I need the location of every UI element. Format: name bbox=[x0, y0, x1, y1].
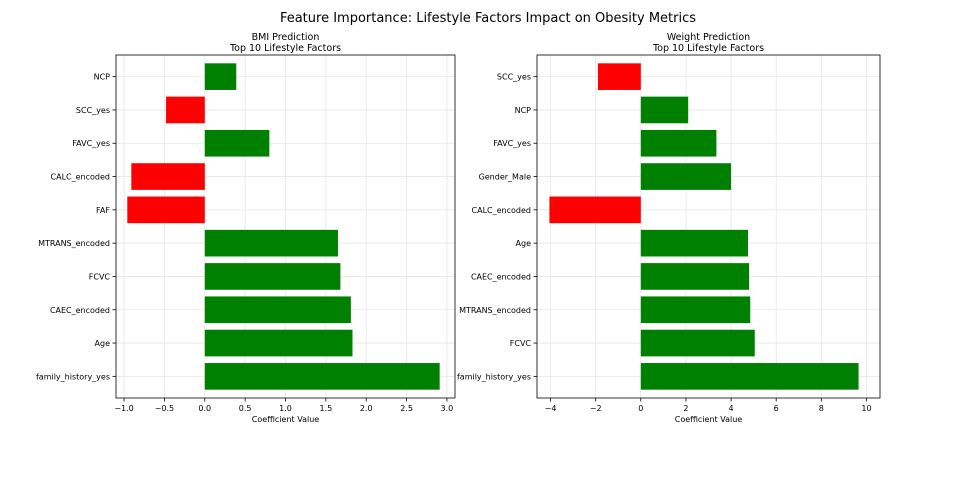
bmi-ytick-label-3: CALC_encoded bbox=[51, 173, 110, 182]
weight-ytick-label-6: CAEC_encoded bbox=[471, 272, 531, 281]
weight-xtick-label-6: 8 bbox=[819, 404, 824, 413]
bmi-ytick-label-8: Age bbox=[95, 339, 111, 348]
weight-xtick-label-0: −4 bbox=[545, 404, 557, 413]
bmi-bar-caec-encoded bbox=[204, 296, 351, 324]
bmi-bar-scc-yes bbox=[166, 96, 205, 124]
bmi-ytick-label-5: MTRANS_encoded bbox=[38, 239, 110, 248]
weight-ytick-label-1: NCP bbox=[515, 106, 532, 115]
bmi-bar-faf bbox=[127, 196, 205, 224]
bmi-xtick-label-2: 0.0 bbox=[198, 404, 211, 413]
bmi-bar-family-history-yes bbox=[204, 363, 440, 390]
weight-ytick-label-0: SCC_yes bbox=[497, 73, 531, 82]
bmi-xtick-label-3: 0.5 bbox=[239, 404, 252, 413]
weight-ytick-label-9: family_history_yes bbox=[457, 372, 531, 381]
bmi-ytick-label-9: family_history_yes bbox=[36, 372, 110, 381]
weight-xtick-label-5: 6 bbox=[774, 404, 779, 413]
weight-bar-gender-male bbox=[640, 163, 732, 190]
bmi-ytick-label-1: SCC_yes bbox=[76, 106, 110, 115]
weight-xtick-label-4: 4 bbox=[729, 404, 734, 413]
weight-bar-age bbox=[640, 229, 748, 257]
bmi-xlabel: Coefficient Value bbox=[252, 415, 319, 424]
weight-title-line-1: Weight Prediction bbox=[667, 32, 750, 43]
bmi-xtick-label-6: 2.0 bbox=[360, 404, 373, 413]
weight-ytick-label-5: Age bbox=[516, 239, 532, 248]
weight-bar-fcvc bbox=[640, 329, 755, 357]
bmi-xtick-label-8: 3.0 bbox=[441, 404, 454, 413]
weight-ytick-label-4: CALC_encoded bbox=[472, 206, 531, 215]
weight-bar-calc-encoded bbox=[549, 196, 641, 224]
weight-bar-mtrans-encoded bbox=[640, 296, 751, 324]
weight-title-line-2: Top 10 Lifestyle Factors bbox=[652, 43, 764, 54]
bmi-bar-calc-encoded bbox=[131, 163, 205, 190]
weight-bar-caec-encoded bbox=[640, 263, 750, 290]
weight-bar-favc-yes bbox=[640, 129, 717, 157]
bmi-xtick-label-5: 1.5 bbox=[319, 404, 332, 413]
weight-xtick-label-3: 2 bbox=[683, 404, 688, 413]
weight-ytick-label-3: Gender_Male bbox=[479, 173, 532, 182]
bmi-xtick-label-0: −1.0 bbox=[114, 404, 133, 413]
figure-title: Feature Importance: Lifestyle Factors Im… bbox=[279, 11, 697, 26]
bmi-bar-favc-yes bbox=[204, 129, 270, 157]
bmi-ytick-label-6: FCVC bbox=[89, 272, 111, 281]
bmi-bar-age bbox=[204, 329, 353, 357]
bmi-bar-fcvc bbox=[204, 263, 341, 290]
weight-bar-ncp bbox=[640, 96, 689, 124]
weight-ytick-label-7: MTRANS_encoded bbox=[459, 306, 531, 315]
bmi-bar-ncp bbox=[204, 63, 237, 90]
weight-xtick-label-1: −2 bbox=[590, 404, 602, 413]
weight-bar-family-history-yes bbox=[640, 363, 859, 390]
bmi-ytick-label-7: CAEC_encoded bbox=[50, 306, 110, 315]
bmi-xtick-label-4: 1.0 bbox=[279, 404, 292, 413]
weight-ytick-label-8: FCVC bbox=[510, 339, 532, 348]
weight-ytick-label-2: FAVC_yes bbox=[493, 139, 531, 148]
weight-xtick-label-2: 0 bbox=[638, 404, 643, 413]
bmi-xtick-label-7: 2.5 bbox=[400, 404, 413, 413]
weight-bar-scc-yes bbox=[597, 63, 641, 90]
bmi-xtick-label-1: −0.5 bbox=[155, 404, 174, 413]
bmi-bar-mtrans-encoded bbox=[204, 229, 338, 257]
weight-axes-frame bbox=[536, 54, 881, 399]
bmi-ytick-label-0: NCP bbox=[94, 73, 111, 82]
bmi-title-line-1: BMI Prediction bbox=[252, 32, 320, 43]
bmi-ytick-label-4: FAF bbox=[96, 206, 110, 215]
weight-xlabel: Coefficient Value bbox=[675, 415, 742, 424]
bmi-ytick-label-2: FAVC_yes bbox=[72, 139, 110, 148]
bmi-title-line-2: Top 10 Lifestyle Factors bbox=[229, 43, 341, 54]
weight-xtick-label-7: 10 bbox=[861, 404, 871, 413]
